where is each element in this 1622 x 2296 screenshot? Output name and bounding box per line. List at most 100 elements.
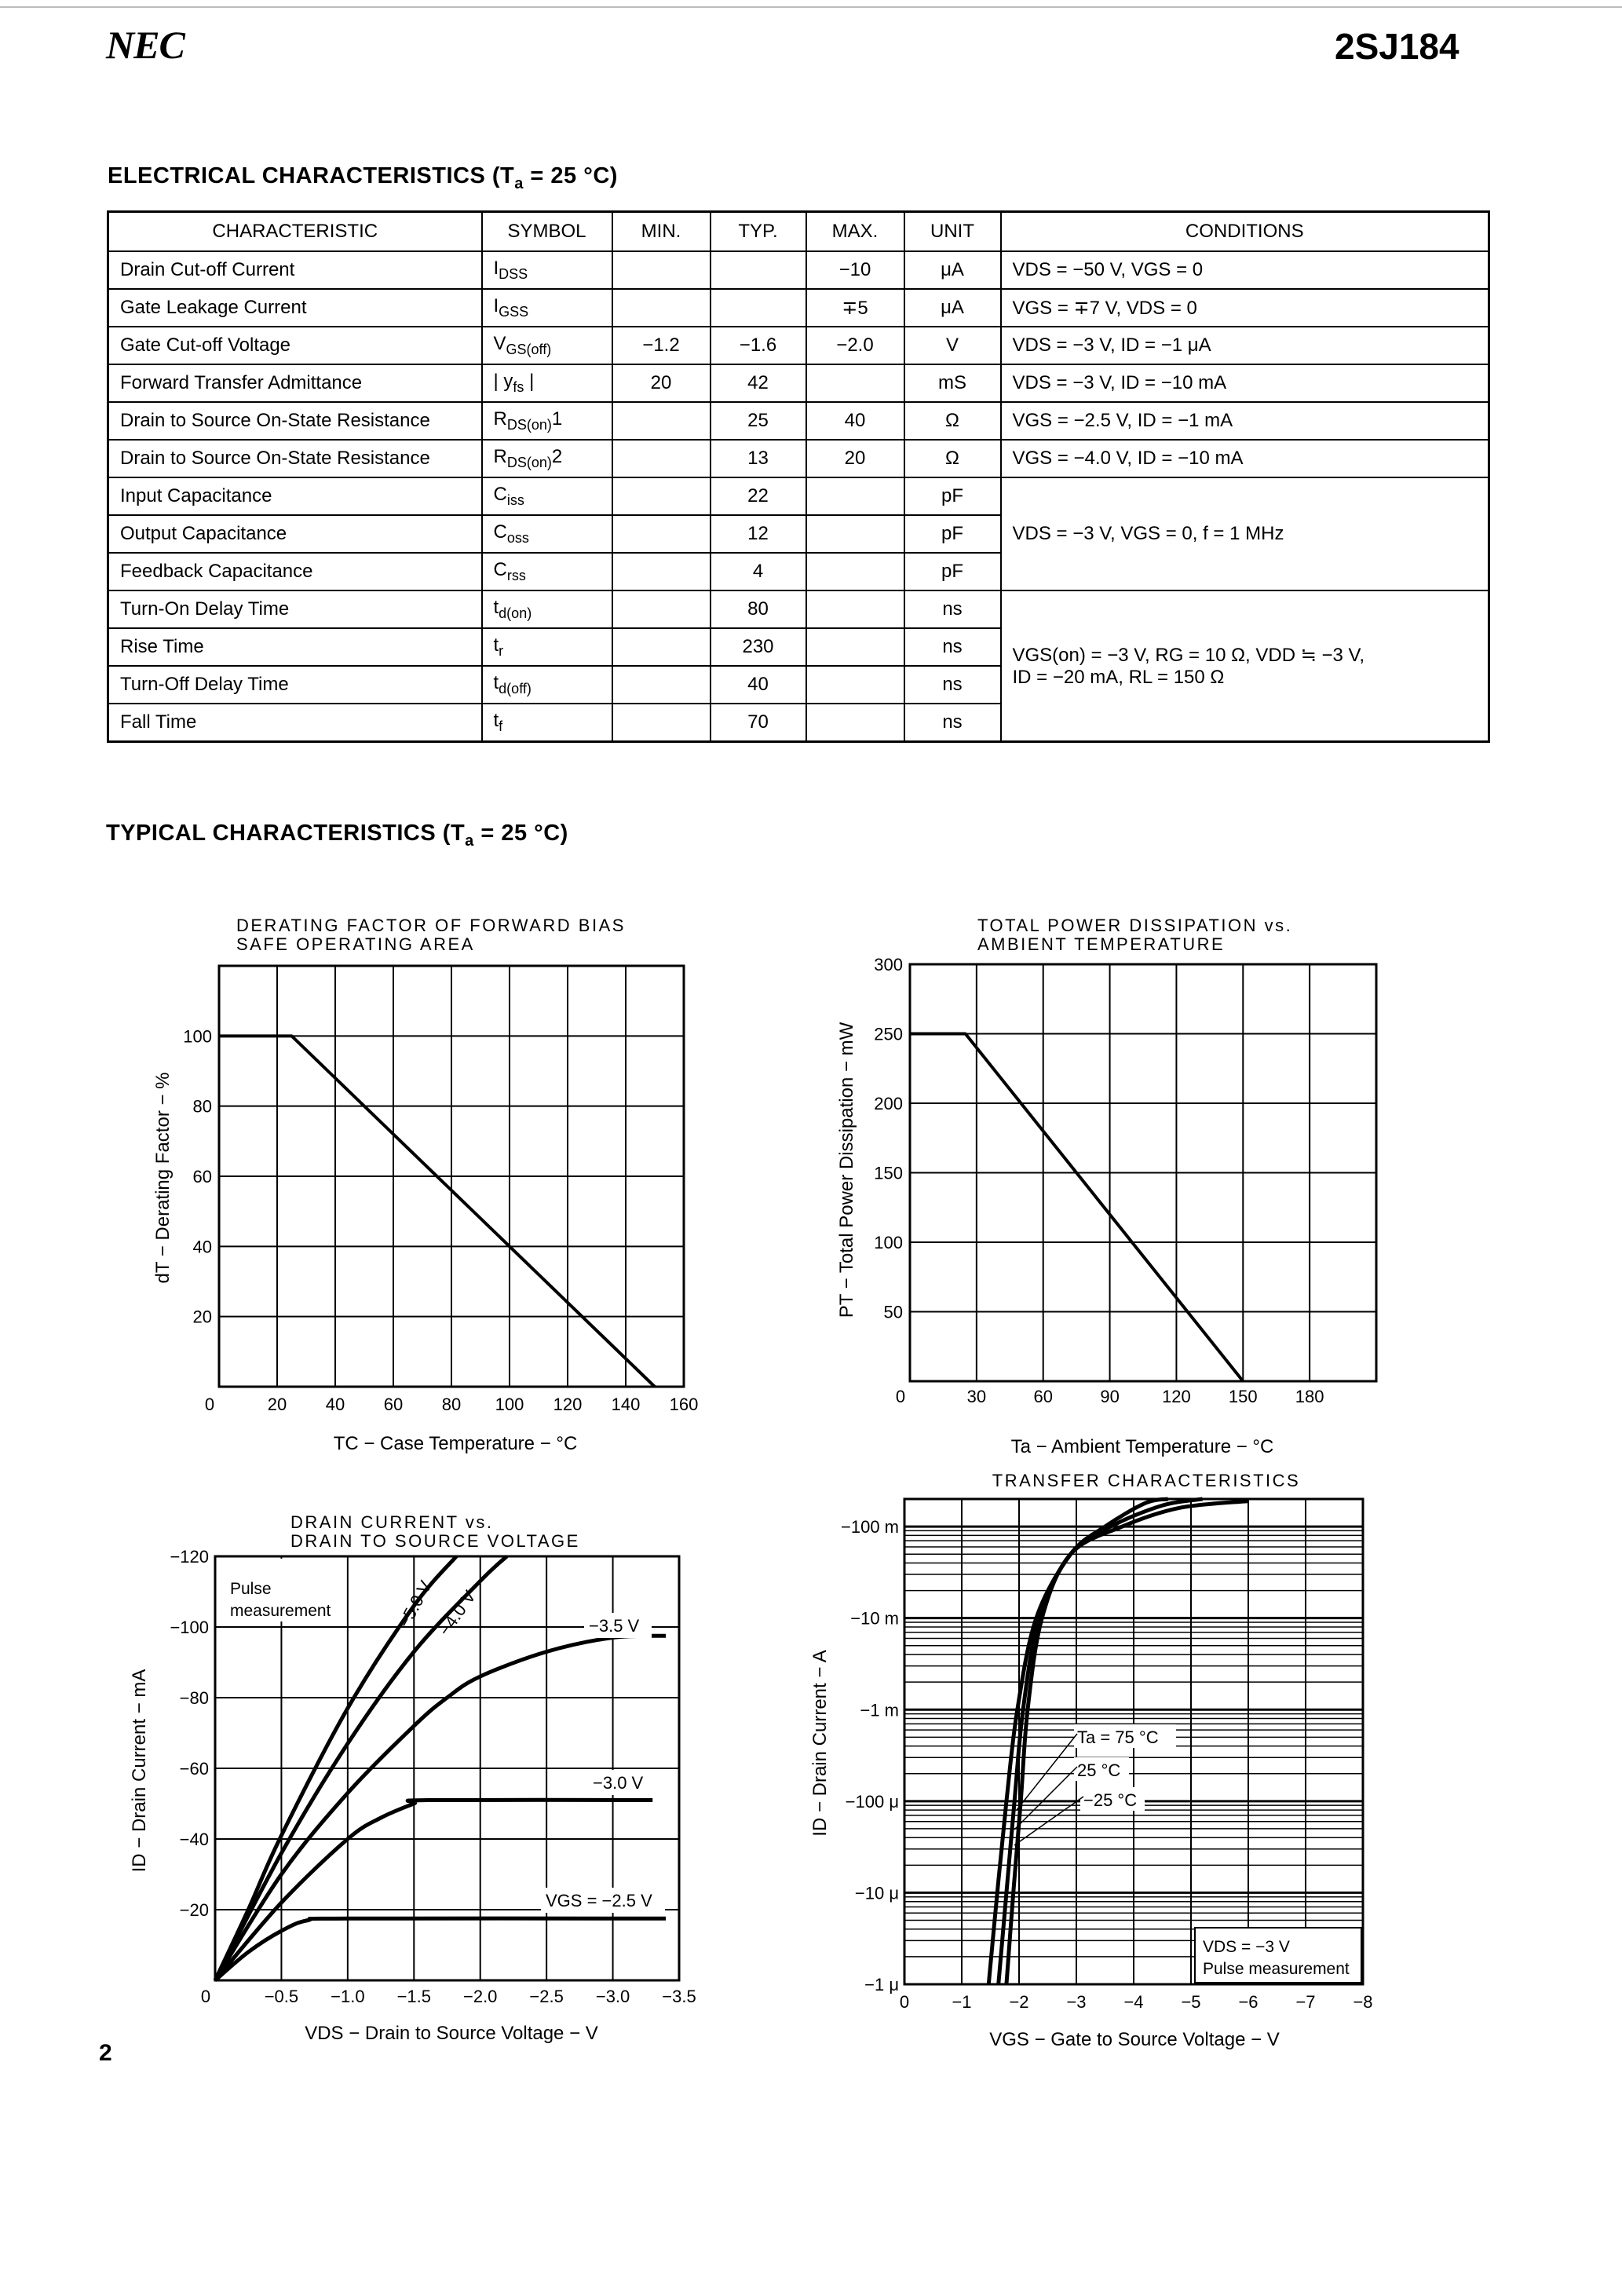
- x-tick-label: 120: [553, 1395, 583, 1414]
- min-cell: −1.2: [611, 326, 711, 365]
- chart-title: SAFE OPERATING AREA: [236, 934, 475, 954]
- table-row: Drain Cut-off Current IDSS −10 μA VDS = −50 …: [107, 250, 1490, 290]
- annotation-text: Pulse: [230, 1580, 272, 1598]
- symbol-main: I: [493, 258, 499, 280]
- plot-frame: [908, 963, 1378, 1383]
- symbol-main: I: [493, 295, 499, 317]
- chart-3: DRAIN CURRENT vs.DRAIN TO SOURCE VOLTAGE…: [129, 1512, 696, 2044]
- symbol-cell: Coss: [480, 514, 613, 554]
- characteristic-cell: Input Capacitance: [107, 477, 483, 516]
- series-label: −3.5 V: [589, 1616, 640, 1636]
- x-tick-label: 90: [1100, 1387, 1119, 1406]
- table-row: Fall Time tf 70 ns: [107, 703, 1489, 743]
- y-tick-label: 100: [874, 1233, 903, 1252]
- column-header: MAX.: [805, 210, 905, 252]
- conditions-text: VDS = −3 V, ID = −10 mA: [1012, 372, 1227, 393]
- y-tick-label: −20: [180, 1900, 209, 1920]
- series-line: [219, 1034, 656, 1388]
- conditions-cell: VGS = −4.0 V, ID = −10 mA: [999, 439, 1490, 478]
- annotation-text: measurement: [230, 1602, 331, 1620]
- series-line: [986, 1497, 1169, 1985]
- x-tick-label: 120: [1162, 1387, 1191, 1406]
- x-tick-label: −1: [952, 1992, 971, 2012]
- max-cell: [805, 364, 905, 403]
- chart-title: AMBIENT TEMPERATURE: [977, 934, 1225, 954]
- x-tick-label: −0.5: [265, 1987, 298, 2006]
- y-tick-label: −100 m: [841, 1517, 899, 1537]
- max-cell: [805, 552, 905, 591]
- x-tick-label: 180: [1295, 1387, 1324, 1406]
- symbol-tail: 2: [551, 446, 563, 468]
- nec-logo: NEC: [106, 23, 185, 67]
- min-cell: 20: [611, 364, 711, 403]
- column-header: CONDITIONS: [999, 210, 1490, 252]
- leader-line: [1016, 1733, 1078, 1811]
- series-line: [214, 1797, 653, 1982]
- max-cell: 40: [805, 401, 905, 441]
- symbol-cell: Ciss: [480, 477, 613, 516]
- symbol-sub: DSS: [499, 265, 528, 282]
- table-row: Gate Cut-off Voltage VGS(off) −1.2 −1.6 −2.0…: [107, 326, 1490, 365]
- y-tick-label: −10 μ: [855, 1883, 899, 1903]
- characteristic-cell: Rise Time: [107, 627, 483, 667]
- x-tick-label: −4: [1123, 1992, 1143, 2012]
- typ-cell: 70: [709, 703, 807, 743]
- series-line: [213, 1555, 509, 1982]
- y-axis-label: ID − Drain Current − A: [809, 1650, 831, 1836]
- part-number: 2SJ184: [1335, 26, 1459, 67]
- characteristic-cell: Turn-On Delay Time: [107, 590, 483, 629]
- characteristic-cell: Gate Leakage Current: [107, 288, 483, 327]
- y-tick-label: −120: [170, 1547, 209, 1567]
- characteristic-cell: Output Capacitance: [107, 514, 483, 554]
- label-background: [1074, 1757, 1129, 1781]
- max-cell: 20: [805, 439, 905, 478]
- unit-cell: ns: [903, 590, 1002, 629]
- max-cell: [805, 703, 905, 743]
- conditions-cell: VDS = −3 V, ID = −10 mA: [999, 364, 1490, 403]
- table-row: Rise Time tr 230 ns: [107, 627, 1489, 667]
- max-cell: [805, 514, 905, 554]
- symbol-cell: IDSS: [480, 250, 613, 290]
- symbol-main: t: [493, 597, 499, 619]
- series-line: [213, 1555, 458, 1982]
- y-tick-label: 40: [193, 1237, 212, 1256]
- max-cell: [805, 665, 905, 704]
- characteristic-cell: Gate Cut-off Voltage: [107, 326, 483, 365]
- label-background: [1074, 1724, 1176, 1748]
- chart-title: DRAIN TO SOURCE VOLTAGE: [290, 1531, 580, 1551]
- symbol-main: R: [493, 446, 507, 468]
- typical-heading-text: TYPICAL CHARACTERISTICS: [106, 821, 437, 846]
- x-tick-label: −2.5: [529, 1987, 563, 2006]
- chart-title: TRANSFER CHARACTERISTICS: [992, 1471, 1300, 1490]
- symbol-sub: r: [499, 642, 504, 659]
- column-header: CHARACTERISTIC: [107, 210, 483, 252]
- x-tick-label: 30: [967, 1387, 986, 1406]
- x-tick-label: −2.0: [463, 1987, 497, 2006]
- y-axis-label: PT − Total Power Dissipation − mW: [836, 1022, 857, 1318]
- electrical-characteristics-table: CHARACTERISTIC SYMBOL MIN. TYP. MAX. UNIT COND…: [107, 210, 1490, 743]
- symbol-cell: IGSS: [480, 288, 613, 327]
- chart-4: TRANSFER CHARACTERISTICS 0 −1 −2 −3 −4 −5 −6 −7 −…: [809, 1471, 1373, 2050]
- y-tick-label: 60: [193, 1167, 212, 1186]
- series-line: [996, 1497, 1203, 1985]
- conditions-text: VGS = −4.0 V, ID = −10 mA: [1012, 448, 1244, 469]
- symbol-main: V: [493, 333, 506, 355]
- series-label: −5.0 V: [394, 1578, 435, 1632]
- typ-cell: 42: [709, 364, 807, 403]
- chart-title: DERATING FACTOR OF FORWARD BIAS: [236, 916, 626, 935]
- label-background: [584, 1613, 652, 1638]
- symbol-tail: |: [524, 371, 535, 393]
- typ-cell: 13: [709, 439, 807, 478]
- conditions-cell: VDS = −3 V, VGS = 0, f = 1 MHz: [999, 477, 1490, 591]
- characteristic-cell: Drain Cut-off Current: [107, 250, 483, 290]
- symbol-main: C: [493, 521, 507, 543]
- label-background: [1080, 1787, 1145, 1811]
- symbol-main: t: [493, 672, 499, 694]
- min-cell: [611, 552, 711, 591]
- x-tick-label: −1.0: [331, 1987, 364, 2006]
- symbol-cell: | yfs |: [480, 364, 613, 403]
- y-tick-label: 20: [193, 1307, 212, 1327]
- series-label: VGS = −2.5 V: [546, 1891, 652, 1910]
- y-tick-label: 80: [193, 1097, 212, 1117]
